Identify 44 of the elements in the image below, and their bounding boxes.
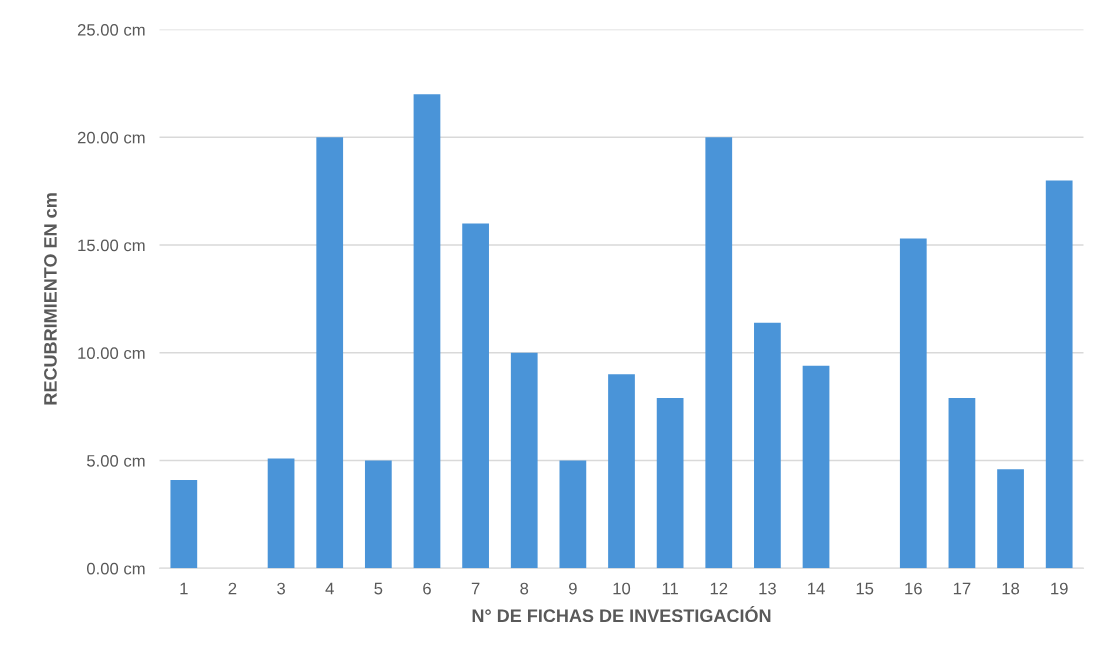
bar [948,398,976,569]
bar [364,460,392,569]
y-tick-label: 15.00 cm [78,239,145,252]
x-tick-label: 4 [325,582,334,595]
y-tick-label: 25.00 cm [77,23,145,36]
x-tick-label: 6 [423,582,431,595]
x-tick-label: 9 [569,582,577,595]
bar [656,398,684,569]
bar [1045,180,1073,569]
x-tick-label: 18 [1002,582,1020,595]
x-tick-label: 2 [228,582,237,595]
x-tick-label: 17 [953,582,971,595]
bar [802,365,830,569]
bar [608,374,635,569]
bar [705,137,733,569]
y-tick-label: 5.00 cm [87,454,145,467]
x-tick-label: 15 [856,582,874,595]
bar [997,469,1024,569]
x-tick-label: 10 [613,582,631,595]
bar [170,479,198,569]
y-tick-label: 10.00 cm [78,347,145,360]
bar [899,238,927,569]
x-tick-label: 7 [471,582,480,595]
x-tick-label: 13 [759,582,776,595]
bar [316,137,344,569]
y-axis-title: RECUBRIMIENTO EN cm [44,193,57,405]
x-tick-label: 11 [662,582,678,595]
bar [413,94,441,569]
x-tick-label: 12 [710,582,728,595]
bar [510,352,538,569]
x-axis-title: N° DE FICHAS DE INVESTIGACIÓN [472,605,771,623]
bar [559,460,587,569]
x-tick-label: 5 [374,582,383,595]
x-tick-label: 3 [277,582,285,595]
bar [462,223,489,569]
x-tick-label: 8 [520,582,529,595]
y-tick-label: 0.00 cm [86,562,145,575]
x-tick-label: 16 [905,582,922,595]
bar [754,322,781,569]
y-tick-label: 20.00 cm [77,131,145,144]
x-tick-label: 14 [808,582,825,595]
x-tick-label: 19 [1051,582,1068,595]
bar [267,458,295,569]
x-tick-label: 1 [180,582,188,595]
